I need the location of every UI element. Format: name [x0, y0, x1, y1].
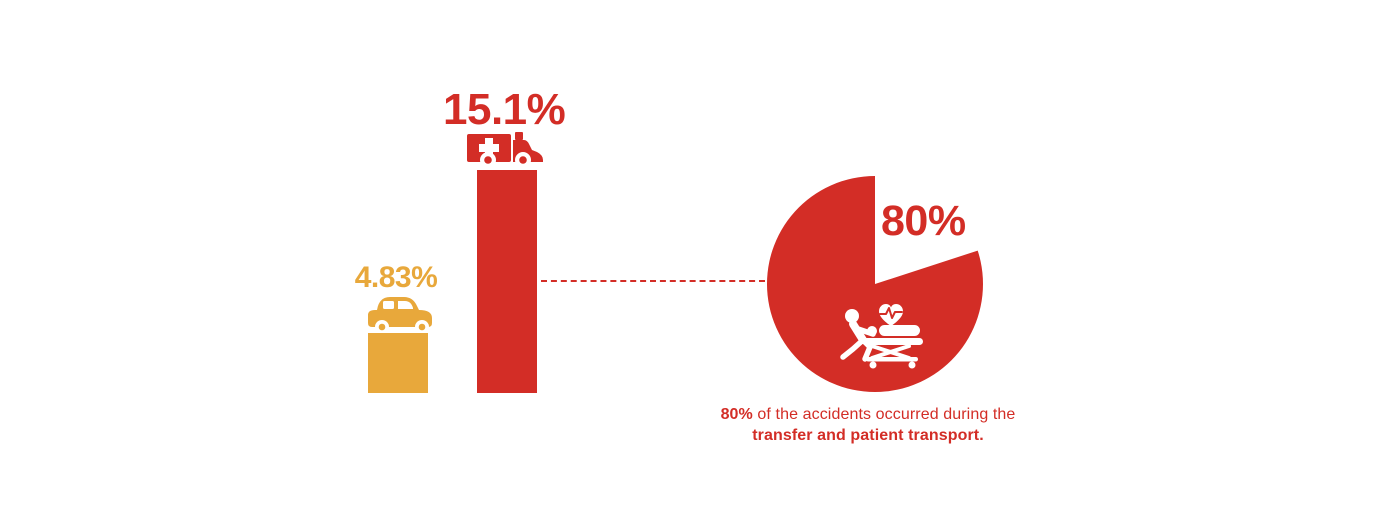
car-bar — [368, 333, 428, 393]
connector-dashed-line — [541, 280, 765, 282]
caption: 80% of the accidents occurred during the… — [666, 404, 1070, 446]
caption-bold-prefix: 80% — [720, 406, 753, 423]
pie-slice-80 — [766, 176, 983, 392]
ambulance-bar — [477, 170, 537, 393]
stretcher-icon — [840, 304, 923, 369]
ambulance-bar-value-label: 15.1% — [443, 85, 566, 134]
car-icon — [368, 297, 432, 334]
heart-pulse-icon — [879, 304, 903, 326]
caption-bold-line2: transfer and patient transport. — [752, 427, 984, 444]
ambulance-icon — [467, 132, 543, 168]
caption-regular-text: of the accidents occurred during the — [752, 406, 1016, 423]
pie-value-label: 80% — [881, 197, 966, 245]
car-bar-value-label: 4.83% — [354, 261, 438, 294]
